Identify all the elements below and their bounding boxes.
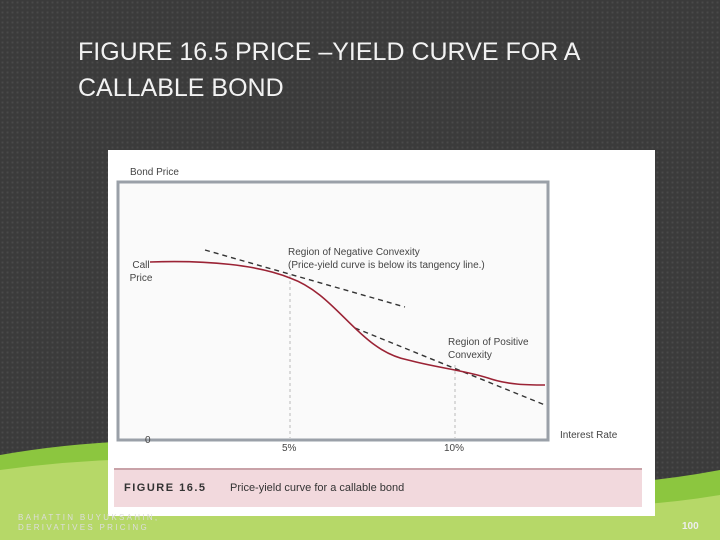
plot: [116, 180, 550, 442]
annotation-title: Region of Negative Convexity: [288, 247, 420, 258]
x-label: 10%: [444, 443, 465, 454]
plot-frame: [116, 180, 550, 442]
origin-label: 0: [145, 435, 151, 446]
caption: FIGURE 16.5 Price-yield curve for a call…: [114, 468, 642, 507]
caption-text: Price-yield curve for a callable bond: [230, 482, 405, 494]
annotation-title: Region of Positive Convexity: [448, 337, 529, 361]
y-axis-label: Bond Price: [130, 167, 179, 178]
caption-number: FIGURE 16.5: [124, 482, 207, 494]
price-yield-curve: [149, 260, 546, 386]
tangent-line: [354, 327, 546, 406]
x-axis-label: Interest Rate: [560, 430, 618, 441]
slide-title: FIGURE 16.5 PRICE –YIELD CURVE FOR A CAL…: [78, 38, 580, 102]
figure: Bond Price Call Price 0 Interest Rate 5%…: [108, 150, 655, 516]
footer: BAHATTIN BUYUKSAHIN, DERIVATIVES PRICING: [18, 513, 160, 532]
tangent-line: [204, 249, 406, 308]
page-number: 100: [682, 521, 699, 532]
annotation-note: (Price-yield curve is below its tangency…: [288, 260, 485, 271]
x-label: 5%: [282, 443, 297, 454]
call-price-label: Call Price: [129, 260, 153, 284]
